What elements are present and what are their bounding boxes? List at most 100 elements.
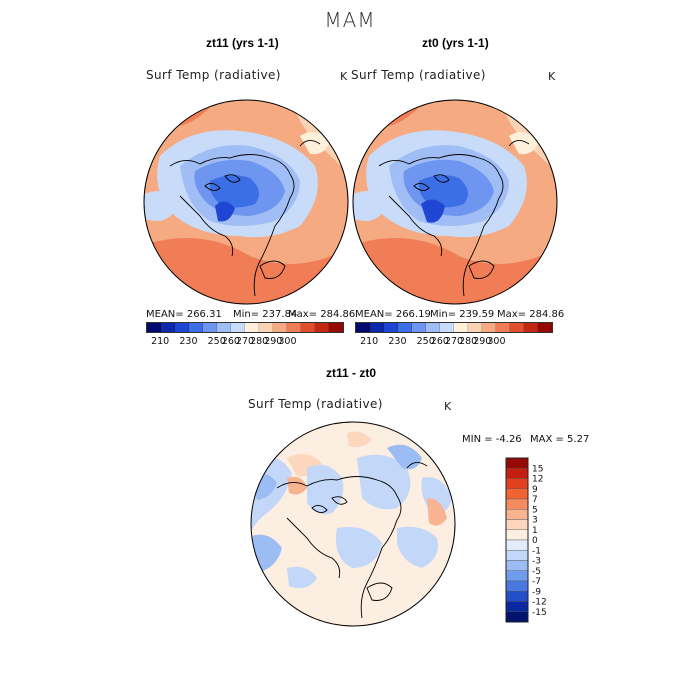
diff-colorbar-tick-label: 15 [532,464,543,474]
diff-colorbar-frame [505,457,529,623]
left-panel-title: zt11 (yrs 1-1) [206,36,279,50]
colorbar-swatch [426,323,440,332]
colorbar-swatch [203,323,217,332]
colorbar-swatch [356,323,370,332]
diff-colorbar-swatch [505,529,529,541]
colorbar-tick-label: 260 [430,336,449,347]
colorbar-tick-label: 250 [416,336,435,347]
colorbar-swatch [496,323,510,332]
colorbar-tick-label: 270 [444,336,464,347]
colorbar-swatch [175,323,189,332]
diff-colorbar-swatch [505,601,529,612]
right-colorbar-ticks: 210 230 250 260 270 280 290 300 [355,336,553,348]
colorbar-swatch [273,323,287,332]
right-colorbar [355,322,553,333]
diff-colorbar-swatch [505,611,529,623]
diff-panel-title: zt11 - zt0 [326,366,377,380]
right-variable-label: Surf Temp (radiative) [351,68,486,82]
colorbar-swatch [259,323,273,332]
diff-colorbar-swatch [505,591,529,602]
diff-colorbar-swatch [505,570,529,582]
diff-colorbar-swatch [505,560,529,571]
diff-colorbar-swatch [505,539,529,551]
right-polar-map [352,99,558,305]
right-mean-stat: MEAN= 266.19 [355,309,431,320]
diff-colorbar-swatch [505,498,529,510]
colorbar-tick-label: 290 [264,336,283,347]
colorbar-swatch [161,323,175,332]
colorbar-swatch [217,323,231,332]
diff-colorbar-tick-label: 5 [532,505,538,515]
colorbar-swatch [412,323,426,332]
diff-colorbar-tick-label: -15 [532,608,547,618]
colorbar-tick-label: 290 [473,336,492,347]
left-max-stat: Max= 284.86 [288,309,356,320]
colorbar-tick-label: 300 [487,336,506,347]
colorbar-swatch [245,323,259,332]
diff-colorbar-swatch [505,478,529,489]
diff-colorbar-tick-label: -5 [532,567,541,577]
diff-colorbar-swatch [505,550,529,561]
diff-colorbar-tick-label: 9 [532,485,538,495]
diff-colorbar-tick-label: 12 [532,475,543,485]
colorbar-swatch [370,323,384,332]
colorbar-tick-label: 210 [360,336,379,347]
right-unit-label: K [548,70,556,83]
colorbar-tick-label: 270 [235,336,255,347]
diff-colorbar-swatch [505,519,529,530]
colorbar-swatch [189,323,203,332]
diff-max-stat: MAX = 5.27 [530,434,590,445]
diff-polar-map [250,421,456,627]
diff-colorbar-tick-label: -9 [532,587,541,597]
colorbar-swatch [524,323,538,332]
colorbar-tick-label: 260 [221,336,240,347]
colorbar-tick-label: 300 [278,336,297,347]
colorbar-tick-label: 280 [459,336,478,347]
colorbar-swatch [510,323,524,332]
right-panel-title: zt0 (yrs 1-1) [422,36,489,50]
diff-colorbar-tick-label: -3 [532,557,541,567]
colorbar-swatch [384,323,398,332]
colorbar-tick-label: 230 [179,336,198,347]
diff-colorbar-tick-label: 1 [532,526,538,536]
season-title: MAM [324,8,376,32]
diff-variable-label: Surf Temp (radiative) [248,397,383,411]
colorbar-tick-label: 210 [151,336,170,347]
colorbar-tick-label: 250 [207,336,226,347]
left-unit-label: K [340,70,348,83]
colorbar-swatch [147,323,161,332]
diff-colorbar-swatch [505,468,529,479]
diff-colorbar-swatch [505,488,529,500]
diff-colorbar-tick-label: -7 [532,577,541,587]
colorbar-tick-label: 230 [388,336,407,347]
colorbar-swatch [287,323,301,332]
diff-colorbar-tick-label: -12 [532,598,547,608]
diff-colorbar-tick-label: -1 [532,546,541,556]
colorbar-swatch [440,323,454,332]
diff-colorbar-swatch [505,509,529,520]
diff-colorbar-swatch [505,457,529,469]
left-min-stat: Min= 237.84 [233,309,298,320]
colorbar-swatch [454,323,468,332]
colorbar-tick-label: 280 [250,336,269,347]
left-colorbar [146,322,344,333]
left-variable-label: Surf Temp (radiative) [146,68,281,82]
colorbar-swatch [398,323,412,332]
colorbar-swatch [468,323,482,332]
left-mean-stat: MEAN= 266.31 [146,309,222,320]
diff-colorbar-tick-label: 7 [532,495,538,505]
colorbar-swatch [301,323,315,332]
left-colorbar-ticks: 210 230 250 260 270 280 290 300 [146,336,344,348]
diff-unit-label: K [444,400,452,413]
colorbar-swatch [315,323,329,332]
diff-colorbar-tick-label: 3 [532,516,538,526]
right-max-stat: Max= 284.86 [497,309,565,320]
colorbar-swatch [482,323,496,332]
colorbar-swatch [538,323,552,332]
diff-min-stat: MIN = -4.26 [462,434,522,445]
colorbar-swatch [329,323,343,332]
diff-colorbar-tick-label: 0 [532,536,538,546]
left-polar-map [143,99,349,305]
diff-colorbar-swatch [505,580,529,592]
